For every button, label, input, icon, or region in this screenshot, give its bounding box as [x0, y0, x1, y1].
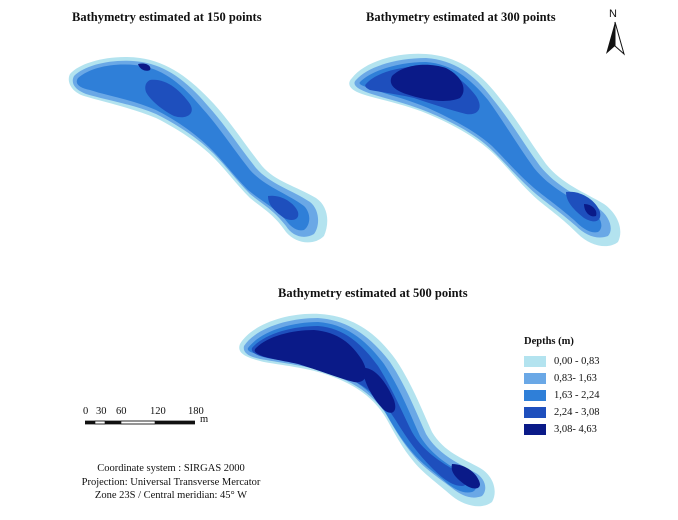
depth-zone-deep	[359, 62, 602, 233]
north-arrow: N	[602, 8, 628, 56]
scale-bar: 0 30 60 120 180 m	[82, 406, 222, 436]
north-arrow-icon	[606, 21, 625, 56]
legend-label: 0,83- 1,63	[554, 373, 597, 384]
lake-map-150	[68, 56, 328, 243]
coordinate-system-line: Coordinate system : SIRGAS 2000	[97, 463, 245, 474]
legend-label: 0,00 - 0,83	[554, 356, 600, 367]
legend-title: Depths (m)	[524, 336, 574, 347]
scale-tick-label: 30	[96, 406, 107, 417]
depth-zone-deepest	[451, 464, 480, 489]
legend-item: 0,83- 1,63	[524, 370, 644, 387]
scale-tick-label: 120	[150, 406, 166, 417]
depth-zone-deepest	[138, 63, 151, 71]
depth-zone-deepest	[363, 368, 396, 413]
lake-map-500	[239, 313, 495, 507]
legend-item: 3,08- 4,63	[524, 421, 644, 438]
depth-zone-deeper	[268, 195, 299, 220]
legend-label: 1,63 - 2,24	[554, 390, 600, 401]
scale-tick-label: 60	[116, 406, 127, 417]
legend-swatch	[524, 424, 546, 435]
map-title-300: Bathymetry estimated at 300 points	[366, 10, 556, 24]
scale-tick-label: 0	[83, 406, 89, 417]
depth-legend: Depths (m) 0,00 - 0,83 0,83- 1,63 1,63 -…	[524, 336, 644, 438]
legend-item: 1,63 - 2,24	[524, 387, 644, 404]
legend-swatch	[524, 356, 546, 367]
legend-item: 2,24 - 3,08	[524, 404, 644, 421]
depth-zone-deepest	[254, 330, 367, 383]
map-title-150: Bathymetry estimated at 150 points	[72, 10, 262, 24]
scale-bar-graphic	[85, 420, 195, 425]
legend-swatch	[524, 390, 546, 401]
map-title-500: Bathymetry estimated at 500 points	[278, 286, 468, 300]
legend-label: 2,24 - 3,08	[554, 407, 600, 418]
depth-zone-deepest	[390, 64, 464, 101]
scale-unit: m	[200, 414, 209, 425]
legend-item: 0,00 - 0,83	[524, 353, 644, 370]
depth-zone-deep	[76, 64, 310, 231]
projection-line: Projection: Universal Transverse Mercato…	[81, 476, 261, 488]
lake-map-300	[349, 53, 621, 247]
scale-tick-label: 180	[188, 406, 204, 417]
legend-label: 3,08- 4,63	[554, 424, 597, 435]
legend-swatch	[524, 373, 546, 384]
depth-zone-deeper	[145, 79, 192, 118]
north-arrow-letter: N	[609, 8, 617, 20]
legend-swatch	[524, 407, 546, 418]
depth-zone-deepest	[584, 204, 597, 217]
zone-line: Zone 23S / Central meridian: 45° W	[94, 490, 248, 501]
coordinate-info: Coordinate system : SIRGAS 2000 Projecti…	[56, 462, 286, 503]
